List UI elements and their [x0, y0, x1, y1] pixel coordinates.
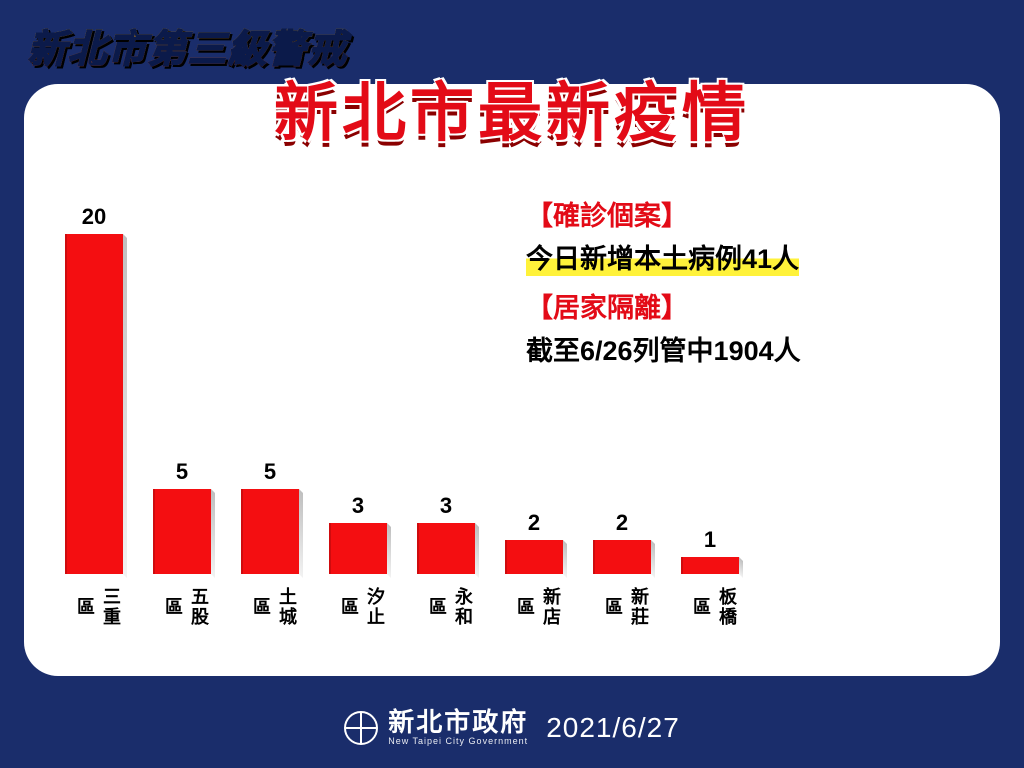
bar-category-label: 土城區 — [240, 580, 300, 634]
bar-value-label: 5 — [176, 459, 188, 485]
bar-category-label: 新店區 — [504, 580, 564, 634]
bar-category-label: 汐止區 — [328, 580, 388, 634]
bar-rect — [153, 489, 211, 574]
bar-rect — [593, 540, 651, 574]
gov-logo-icon — [344, 711, 378, 745]
bar-rect — [681, 557, 739, 574]
bar-value-label: 1 — [704, 527, 716, 553]
bar-group: 5 — [240, 459, 300, 574]
summary-panel: 【確診個案】 今日新增本土病例41人 【居家隔離】 截至6/26列管中1904人 — [526, 194, 946, 378]
bar-value-label: 2 — [616, 510, 628, 536]
bar-group: 1 — [680, 527, 740, 574]
bar-category-label: 新莊區 — [592, 580, 652, 634]
bar-rect — [241, 489, 299, 574]
gov-logo-block: 新北市政府 New Taipei City Government — [344, 710, 528, 746]
bar-group: 20 — [64, 204, 124, 574]
bar-group: 2 — [592, 510, 652, 574]
quarantine-count-text: 截至6/26列管中1904人 — [526, 329, 801, 368]
bar-group: 3 — [328, 493, 388, 574]
gov-name-en: New Taipei City Government — [388, 736, 528, 746]
bar-value-label: 2 — [528, 510, 540, 536]
gov-name-cn: 新北市政府 — [388, 710, 528, 736]
bar-category-label: 永和區 — [416, 580, 476, 634]
quarantine-heading: 【居家隔離】 — [526, 286, 946, 325]
bar-group: 3 — [416, 493, 476, 574]
bar-group: 2 — [504, 510, 564, 574]
content-card: 新北市最新疫情 205533221 三重區五股區土城區汐止區永和區新店區新莊區板… — [24, 84, 1000, 676]
bar-value-label: 20 — [82, 204, 106, 230]
footer: 新北市政府 New Taipei City Government 2021/6/… — [0, 710, 1024, 746]
confirmed-count-text: 今日新增本土病例41人 — [526, 237, 799, 276]
bar-category-label: 五股區 — [152, 580, 212, 634]
bar-category-label: 板橋區 — [680, 580, 740, 634]
confirmed-heading: 【確診個案】 — [526, 194, 946, 233]
bar-rect — [417, 523, 475, 574]
bar-category-label: 三重區 — [64, 580, 124, 634]
bar-value-label: 5 — [264, 459, 276, 485]
main-title: 新北市最新疫情 — [274, 62, 750, 154]
report-date: 2021/6/27 — [546, 712, 680, 744]
bar-rect — [65, 234, 123, 574]
bar-group: 5 — [152, 459, 212, 574]
bar-value-label: 3 — [352, 493, 364, 519]
bar-rect — [505, 540, 563, 574]
bar-value-label: 3 — [440, 493, 452, 519]
bar-rect — [329, 523, 387, 574]
